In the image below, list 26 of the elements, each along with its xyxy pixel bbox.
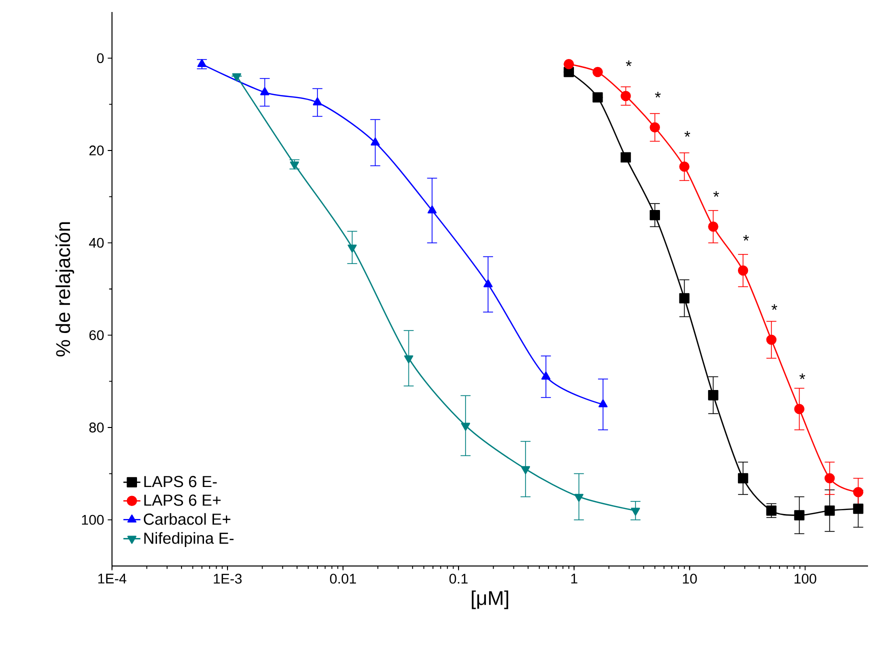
annotation: * [743, 235, 749, 241]
y-tick-label: 40 [89, 238, 104, 248]
y-tick-label: 60 [89, 330, 104, 340]
x-tick-label: 0.01 [330, 574, 356, 584]
annotation: * [626, 60, 632, 66]
legend-label: Carbacol E+ [144, 513, 230, 525]
y-tick-label: 20 [89, 146, 104, 156]
y-axis-title: % de relajación [55, 222, 74, 356]
x-tick-label: 1E-3 [214, 574, 242, 584]
annotation: * [799, 374, 806, 380]
legend-label: LAPS 6 E+ [144, 494, 221, 506]
annotation: * [684, 131, 690, 137]
annotation: * [772, 304, 778, 310]
y-tick-label: 0 [97, 53, 104, 64]
x-axis-title: [μM] [472, 590, 508, 610]
y-tick-label: 80 [89, 422, 104, 432]
legend-label: Nifedipina E- [144, 532, 234, 548]
x-tick-label: 1E-4 [98, 574, 126, 584]
y-tick-label: 100 [82, 514, 104, 525]
x-tick-label: 0.1 [449, 574, 468, 584]
x-tick-label: 100 [794, 574, 816, 584]
x-tick-label: 10 [682, 574, 697, 584]
annotation: * [713, 191, 720, 197]
x-tick-label: 1 [571, 574, 578, 584]
annotation: * [655, 92, 661, 98]
legend-label: LAPS 6 E- [144, 476, 217, 488]
